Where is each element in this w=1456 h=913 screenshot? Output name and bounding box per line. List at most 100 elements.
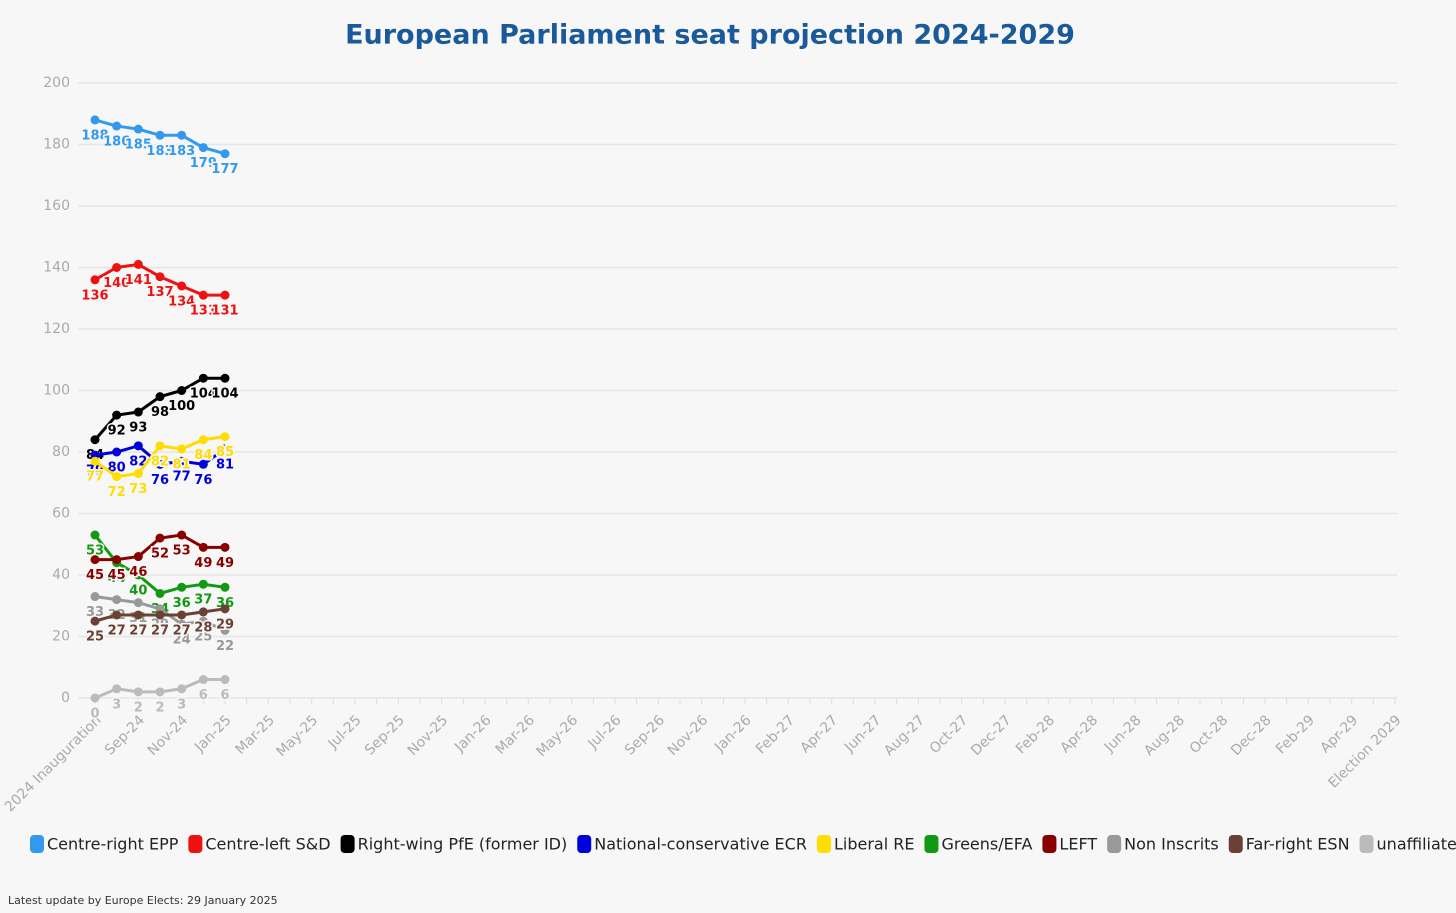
point [133,124,143,134]
point [155,392,165,402]
data-label: 0 [90,707,99,722]
point [90,275,100,285]
point [112,410,122,420]
data-label: 53 [173,544,191,559]
point [177,444,187,454]
y-tick-label: 120 [43,321,70,337]
point [155,272,165,282]
point [112,595,122,605]
point [198,542,208,552]
point [198,579,208,589]
y-tick-label: 140 [43,260,70,276]
data-label: 77 [86,470,104,485]
point [155,610,165,620]
data-label: 76 [151,473,169,488]
data-label: 45 [108,568,126,583]
data-label: 84 [194,448,212,463]
data-label: 27 [151,623,169,638]
point [177,619,187,629]
data-label: 186 [103,135,130,150]
chart-title: European Parliament seat projection 2024… [345,20,1075,51]
legend-label: Liberal RE [834,835,915,854]
point [198,143,208,153]
data-label: 179 [190,156,217,171]
point [133,407,143,417]
point [220,432,230,442]
point [112,472,122,482]
y-tick-label: 20 [52,629,70,645]
point [90,530,100,540]
point [133,570,143,580]
y-tick-label: 100 [43,383,70,399]
data-label: 72 [108,485,126,500]
data-label: 131 [190,304,217,319]
data-label: 137 [146,285,173,300]
data-label: 25 [86,630,104,645]
point [220,604,230,614]
y-tick-label: 160 [43,198,70,214]
point [112,121,122,131]
data-label: 44 [108,571,126,586]
data-label: 24 [173,633,191,648]
legend-label: Right-wing PfE (former ID) [358,835,568,854]
data-label: 183 [168,144,195,159]
point [90,115,100,125]
point [133,552,143,562]
legend-label: unaffiliated [1377,835,1456,854]
legend-swatch [577,835,592,853]
point [220,373,230,383]
data-label: 46 [129,565,147,580]
data-label: 81 [216,457,234,472]
point [220,582,230,592]
y-tick-label: 180 [43,137,70,153]
point [133,259,143,269]
y-tick-label: 200 [43,75,70,91]
legend-swatch [30,835,44,853]
data-label: 27 [108,623,126,638]
data-label: 33 [86,605,104,620]
data-label: 100 [168,399,195,414]
data-label: 77 [173,470,191,485]
point [198,373,208,383]
point [155,441,165,451]
point [220,149,230,159]
data-label: 6 [199,688,208,703]
legend-label: Centre-left S&D [205,835,330,854]
point [90,456,100,466]
legend-swatch [1228,835,1243,853]
data-label: 28 [194,620,212,635]
legend-label: Non Inscrits [1124,835,1219,854]
data-label: 141 [125,273,152,288]
point [133,687,143,697]
point [177,610,187,620]
point [198,435,208,445]
legend-label: National-conservative ECR [594,835,807,854]
point [112,447,122,457]
point [133,441,143,451]
data-label: 53 [86,544,104,559]
data-label: 85 [216,445,234,460]
legend-swatch [1359,835,1374,853]
point [220,542,230,552]
legend-swatch [1107,835,1122,853]
legend-swatch [1042,835,1057,853]
data-label: 29 [216,617,234,632]
point [90,592,100,602]
data-label: 73 [129,482,147,497]
data-label: 27 [173,623,191,638]
point [177,281,187,291]
data-label: 140 [103,276,130,291]
data-label: 37 [194,593,212,608]
data-label: 134 [168,294,195,309]
point [112,610,122,620]
data-label: 52 [151,547,169,562]
data-label: 49 [216,556,234,571]
point [198,459,208,469]
data-label: 81 [173,457,191,472]
data-label: 177 [211,162,238,177]
point [112,263,122,272]
point [90,450,100,460]
legend-swatch [924,835,939,853]
data-label: 6 [220,688,229,703]
